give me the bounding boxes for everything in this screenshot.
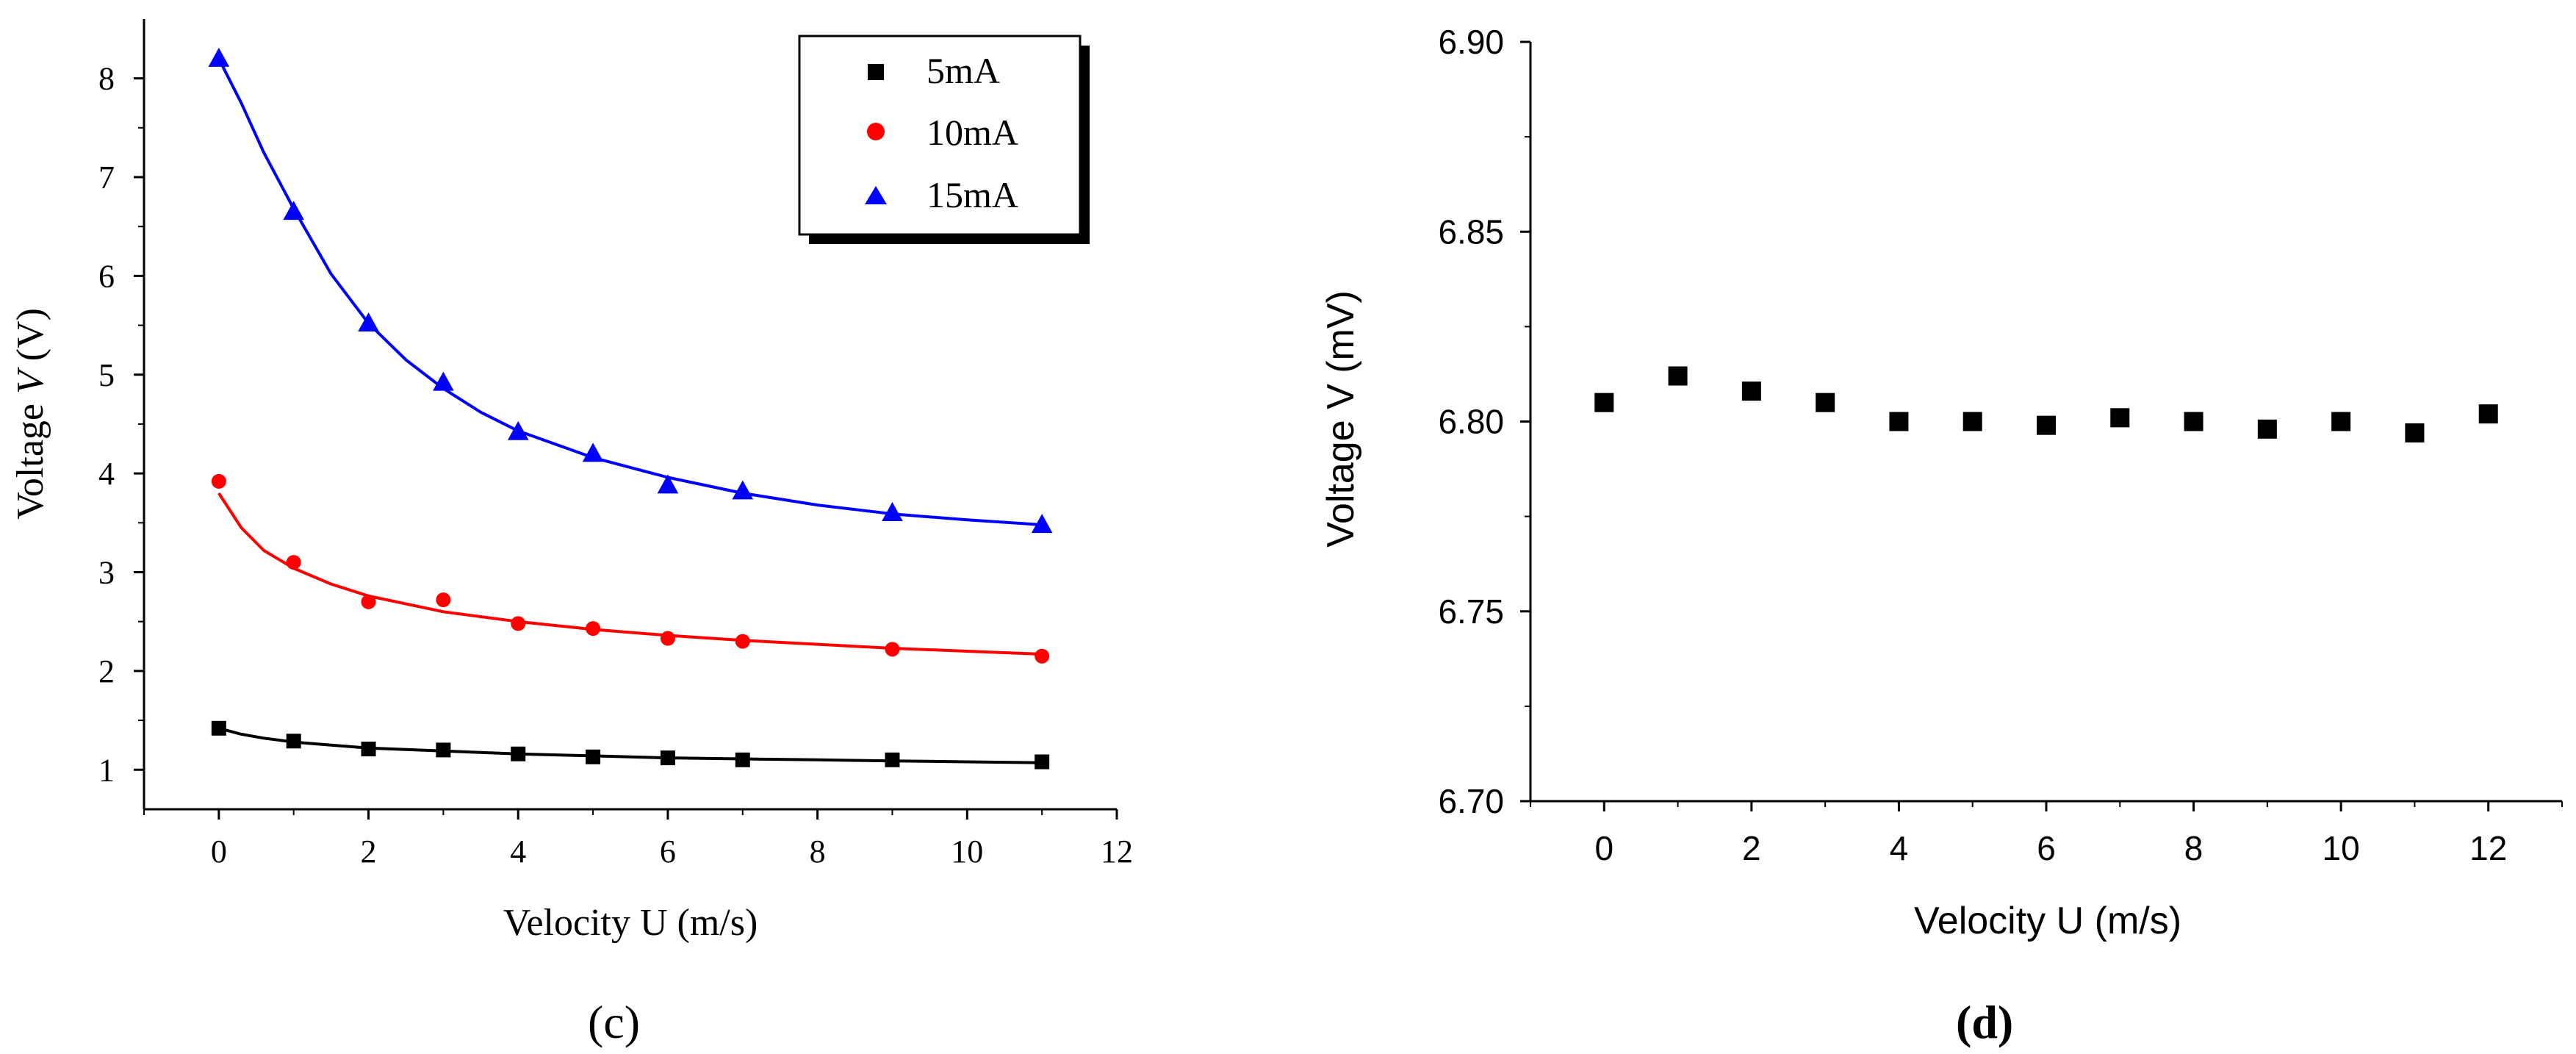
c-point-5ma [511,746,526,761]
c-point-5ma [735,752,750,767]
c-point-15ma [358,312,379,331]
c-y-tick-label: 3 [98,555,115,591]
c-point-15ma [732,480,754,500]
d-x-axis-title: Velocity U (m/s) [1914,900,2181,942]
d-point [1594,392,1614,412]
c-point-5ma [211,720,226,736]
c-point-5ma [1035,754,1050,770]
c-fit-line-5ma [218,726,1043,764]
d-x-tick-label: 6 [2037,829,2056,867]
d-point [2110,408,2130,428]
c-point-10ma [436,592,451,608]
d-y-tick-label: 6.90 [1438,23,1504,61]
c-point-15ma [582,442,604,462]
c-point-5ma [286,734,301,749]
c-point-15ma [657,474,679,494]
c-point-10ma [286,555,301,570]
c-fit-line-15ma [217,57,1043,526]
c-x-tick-label: 8 [810,833,826,870]
d-panel-label: (d) [1956,996,2013,1048]
d-y-tick-label: 6.85 [1438,212,1504,251]
c-point-5ma [436,742,451,758]
c-point-5ma [586,749,601,764]
c-legend-box [798,35,1082,236]
c-point-5ma [361,742,376,757]
c-point-10ma [511,616,526,631]
d-point [1962,412,1982,431]
d-x-tick-label: 12 [2469,829,2507,867]
c-legend-marker-15ma [865,186,887,204]
d-y-tick-label: 6.80 [1438,403,1504,441]
c-x-tick-label: 2 [361,833,377,870]
c-point-15ma [507,420,529,440]
c-y-tick-label: 2 [98,653,115,689]
c-legend-marker-10ma [867,123,885,140]
d-point [1668,366,1688,386]
c-legend: 5mA 10mA 15mA [798,35,1090,244]
d-x-tick-label: 2 [1742,829,1761,867]
c-point-10ma [586,621,601,637]
c-point-10ma [1035,648,1050,664]
c-y-tick-label: 4 [98,456,115,492]
d-point [2184,412,2203,431]
c-legend-label-15ma: 15mA [927,174,1018,215]
d-x-tick-label: 4 [1890,829,1909,867]
d-point [1741,381,1761,401]
c-x-tick-label: 4 [510,833,526,870]
d-point [1816,392,1835,412]
c-point-10ma [361,594,376,609]
c-legend-label-10ma: 10mA [927,112,1018,153]
c-legend-label-5ma: 5mA [927,50,1000,91]
c-y-axis-title: Voltage V (V) [10,308,51,520]
c-point-15ma [208,47,230,67]
c-x-tick-label: 0 [211,833,227,870]
c-point-15ma [882,502,903,521]
c-y-tick-label: 5 [98,357,115,393]
c-x-tick-label: 6 [660,833,676,870]
c-point-10ma [885,642,900,657]
c-point-15ma [1031,514,1053,534]
d-point [2478,404,2498,424]
c-point-15ma [433,371,454,391]
d-point [1889,412,1909,431]
d-point [2037,415,2056,435]
d-x-tick-label: 10 [2323,829,2360,867]
c-point-5ma [660,750,675,766]
d-point [2257,419,2277,439]
c-x-tick-label: 12 [1101,833,1133,870]
d-x-tick-label: 8 [2184,829,2203,867]
d-point [2331,412,2351,431]
d-y-tick-label: 6.75 [1438,592,1504,631]
c-x-tick-label: 10 [951,833,983,870]
d-x-tick-label: 0 [1594,829,1613,867]
c-panel-label: (c) [588,996,640,1048]
c-point-15ma [283,201,304,221]
c-y-tick-label: 7 [98,159,115,196]
c-point-10ma [735,634,750,649]
d-y-tick-label: 6.70 [1438,782,1504,820]
c-legend-marker-5ma [868,64,884,80]
c-point-10ma [660,631,675,646]
c-y-tick-label: 1 [98,752,115,788]
c-point-10ma [211,473,226,489]
c-y-tick-label: 8 [98,61,115,97]
d-y-axis-title: Voltage V (mV) [1320,290,1362,548]
d-point [2405,423,2425,442]
c-x-axis-title: Velocity U (m/s) [503,902,758,944]
chart-d: 0 2 4 6 8 10 12 6.70 6.75 6.80 6.85 6.90 Velocity U… [1320,23,2563,1048]
c-y-tick-label: 6 [98,258,115,294]
c-point-5ma [885,752,900,767]
